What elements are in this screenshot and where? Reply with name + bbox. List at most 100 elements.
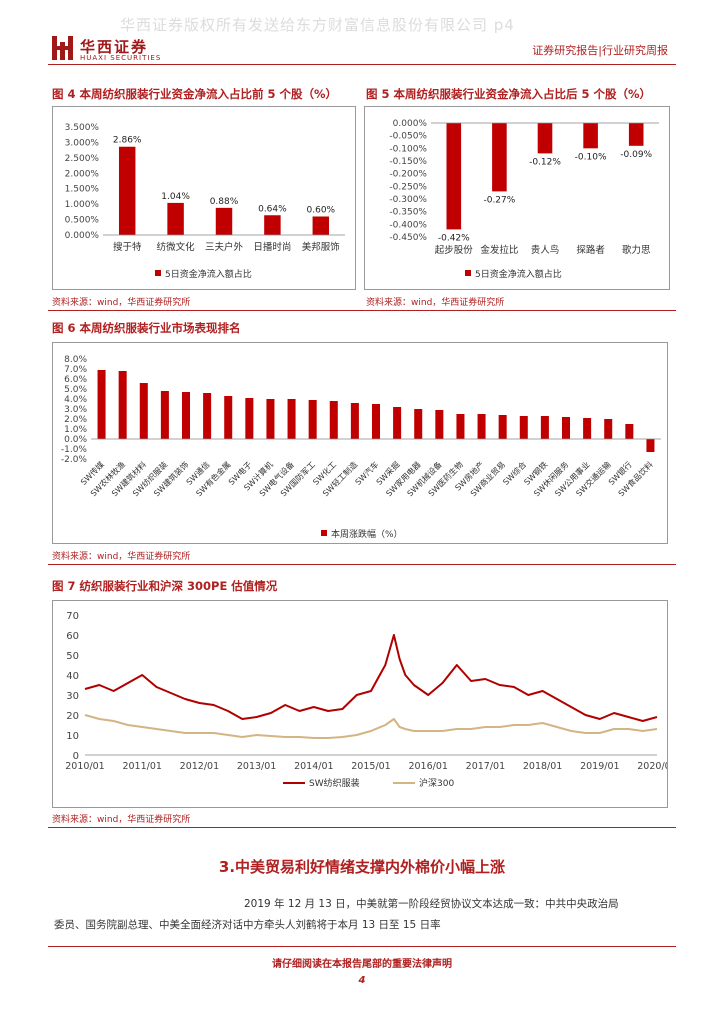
x-tick-label: 2018/01 [523, 761, 562, 772]
x-tick-label: 日播时尚 [253, 241, 291, 253]
divider [48, 310, 676, 311]
bar [646, 439, 655, 452]
legend-label: 沪深300 [419, 777, 454, 789]
y-tick-label: 4.0% [64, 395, 87, 405]
legend-label: 5日资金净流入额占比 [165, 268, 252, 280]
data-label: 0.64% [258, 204, 287, 214]
section-title: 3.中美贸易利好情绪支撑内外棉价小幅上涨 [218, 858, 506, 876]
fig6-chart: -2.0% -1.0% 0.0% 1.0% 2.0% 3.0% 4.0% 5.0% 6.0% 7.… [52, 342, 668, 544]
fig5-source: 资料来源：wind，华西证券研究所 [366, 298, 505, 308]
bar [312, 216, 330, 235]
bar [224, 396, 233, 439]
bar [203, 393, 212, 439]
data-label: 1.04% [161, 192, 190, 202]
y-tick-label: 2.500% [65, 154, 100, 164]
legend-label: SW纺织服装 [309, 777, 360, 789]
fig6-source: 资料来源：wind，华西证券研究所 [52, 552, 191, 562]
x-tick-label: 2015/01 [351, 761, 390, 772]
bar [393, 407, 402, 439]
bar [371, 404, 381, 439]
y-tick-label: 1.500% [65, 185, 100, 195]
fig5-title: 图 5 本周纺织服装行业资金净流入占比后 5 个股（%） [366, 87, 652, 101]
bar [266, 399, 275, 439]
y-tick-label: -0.300% [389, 195, 427, 205]
data-label: -0.09% [620, 150, 652, 160]
bar [414, 409, 423, 439]
bar [215, 207, 233, 235]
x-tick-label: 起步股份 [435, 244, 474, 256]
fig7-source: 资料来源：wind，华西证券研究所 [52, 815, 191, 825]
y-tick-label: -0.150% [389, 157, 427, 167]
legend-swatch [155, 270, 161, 276]
y-tick-label: 0.500% [65, 216, 100, 226]
bar [181, 392, 191, 439]
logo-text: 华西证券 [80, 38, 149, 56]
footer-disclaimer: 请仔细阅读在本报告尾部的重要法律声明 [272, 959, 452, 970]
x-tick-label: 2012/01 [180, 761, 219, 772]
bar [583, 418, 592, 439]
page-number: 4 [358, 975, 366, 986]
legend-swatch [465, 270, 471, 276]
x-tick-label: 2020/01 [637, 761, 667, 772]
y-tick-label: 20 [66, 711, 79, 722]
series-line [84, 714, 658, 739]
y-tick-label: 60 [66, 631, 79, 642]
logo-subtext: HUAXI SECURITIES [80, 54, 162, 62]
bar [435, 410, 444, 439]
data-label: -0.10% [575, 152, 607, 162]
y-tick-label: -0.400% [389, 220, 427, 230]
y-tick-label: 5.0% [64, 385, 87, 395]
y-tick-label: 10 [66, 731, 79, 742]
x-tick-label: 2013/01 [237, 761, 276, 772]
y-tick-label: 2.000% [65, 169, 100, 179]
bar [97, 370, 106, 439]
fig4-source: 资料来源：wind，华西证券研究所 [52, 298, 191, 308]
x-tick-label: 纺微文化 [157, 241, 196, 253]
x-tick-label: 2019/01 [580, 761, 619, 772]
y-tick-label: -0.350% [389, 208, 427, 218]
x-tick-label: 2011/01 [122, 761, 161, 772]
y-tick-label: 6.0% [64, 375, 87, 385]
paragraph-line: 2019 年 12 月 13 日，中美就第一阶段经贸协议文本达成一致：中共中央政… [244, 898, 619, 910]
series-line [84, 634, 658, 722]
bar [118, 146, 136, 235]
x-tick-label: 美邦服饰 [302, 241, 340, 253]
x-tick-label: 歌力思 [622, 244, 651, 256]
bar [583, 123, 598, 149]
data-label: 0.88% [210, 197, 239, 207]
data-label: -0.12% [529, 157, 561, 167]
bar [498, 415, 507, 439]
bar [167, 202, 184, 235]
y-tick-label: 8.0% [64, 355, 87, 365]
watermark: 华西证券版权所有发送给东方财富信息股份有限公司 p4 [120, 16, 515, 34]
header-divider [48, 64, 676, 65]
bar [537, 123, 553, 154]
x-tick-label: 2010/01 [65, 761, 104, 772]
fig5-chart: 0.000% -0.050% -0.100% -0.150% -0.200% -0.250… [364, 106, 670, 290]
x-tick-label: 2017/01 [466, 761, 505, 772]
y-tick-label: -2.0% [61, 455, 88, 465]
bar [625, 424, 634, 439]
x-tick-label: 2014/01 [294, 761, 333, 772]
bar [604, 419, 613, 439]
fig4-title: 图 4 本周纺织服装行业资金净流入占比前 5 个股（%） [52, 87, 338, 101]
x-tick-label: 搜于特 [113, 241, 142, 253]
bar [561, 417, 571, 439]
data-label: -0.42% [438, 233, 470, 243]
y-tick-label: 0.000% [393, 119, 428, 129]
fig7-chart: 0 10 20 30 40 50 60 70 2010/01 2011/01 2012/01 2013… [52, 600, 677, 808]
y-tick-label: 50 [66, 651, 79, 662]
y-tick-label: -0.200% [389, 170, 427, 180]
fig6-svg: -2.0%-1.0%0.0%1.0%2.0%3.0%4.0%5.0%6.0%7.… [61, 355, 661, 540]
x-tick-label: 探路者 [576, 244, 605, 256]
bar [160, 391, 169, 439]
data-label: -0.27% [483, 195, 515, 205]
fig5-svg: 0.000% -0.050% -0.100% -0.150% -0.200% -0.250… [389, 119, 659, 280]
huaxi-logo-icon [52, 36, 73, 60]
legend-label: 5日资金净流入额占比 [475, 268, 562, 280]
bar [477, 414, 486, 439]
y-tick-label: 1.000% [65, 200, 100, 210]
divider [48, 564, 676, 565]
x-tick-label: 贵人鸟 [531, 244, 560, 256]
y-tick-label: 0.000% [65, 231, 100, 241]
